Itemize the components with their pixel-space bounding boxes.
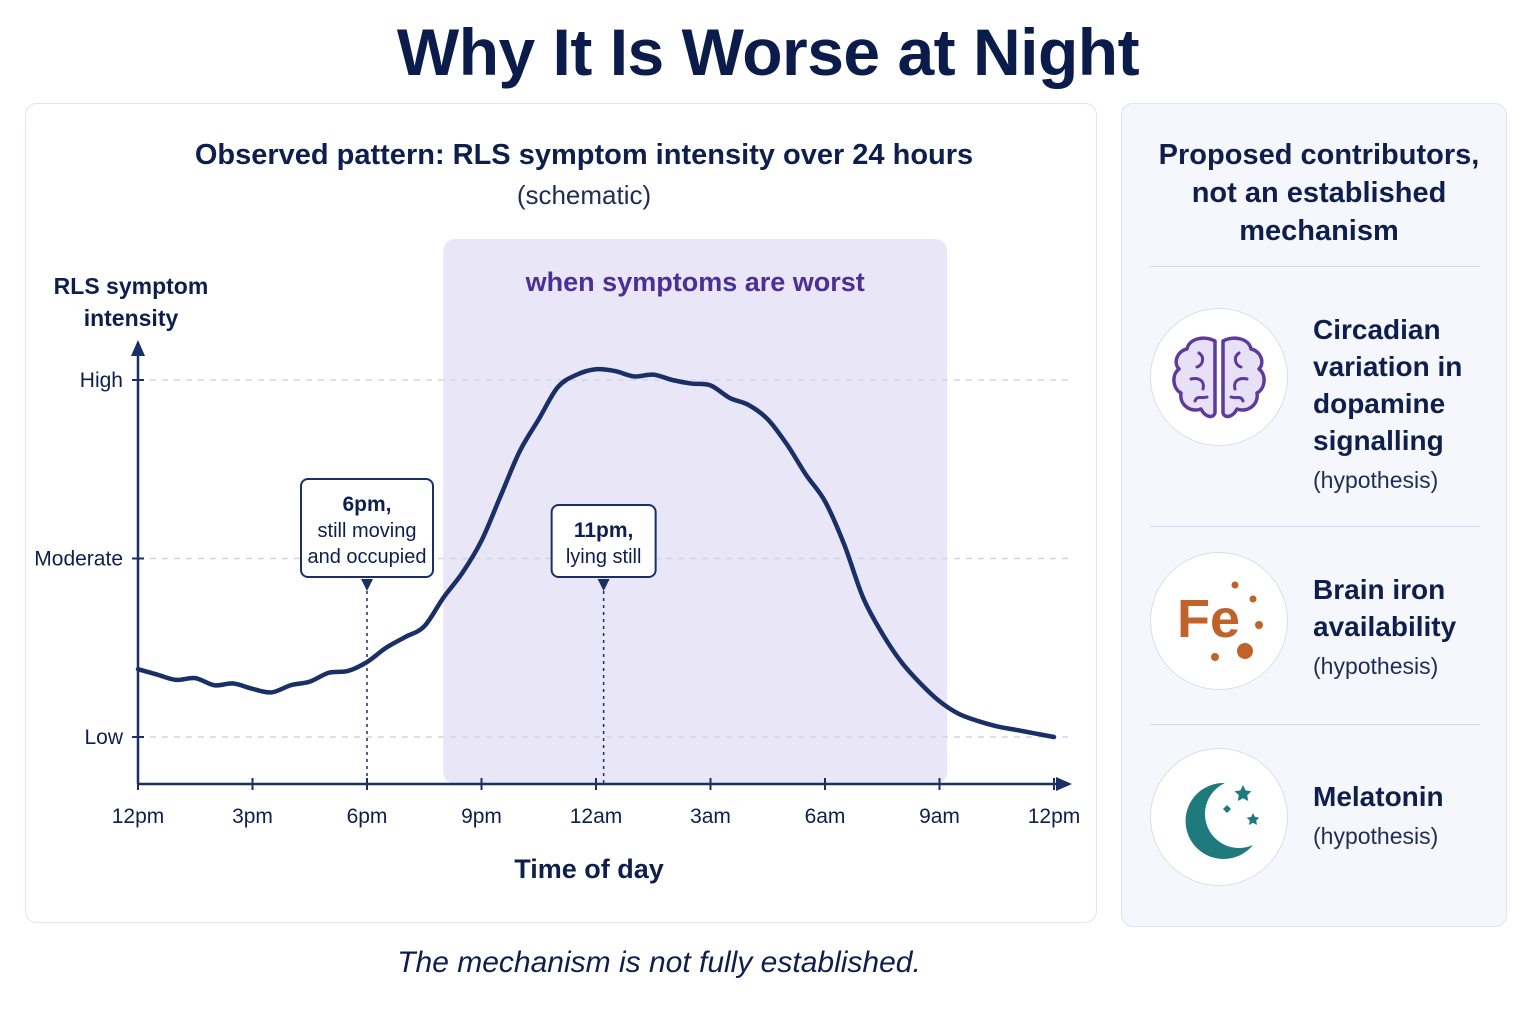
worst-symptoms-band: [443, 239, 948, 784]
y-level-label: Moderate: [34, 548, 123, 571]
annotation-box: [550, 504, 657, 578]
factor-name: Brain iron availability: [1313, 574, 1457, 642]
x-tick-label: 6pm: [347, 805, 388, 828]
divider: [1150, 526, 1480, 527]
contributors-heading: Proposed contributors, not an establishe…: [1158, 139, 1480, 247]
y-level-label: High: [80, 369, 123, 392]
annotation-pointer: [597, 579, 610, 591]
divider: [1150, 266, 1480, 267]
x-tick-label: 6am: [805, 805, 846, 828]
chart-title: Observed pattern: RLS symptom intensity …: [195, 139, 973, 171]
divider: [1150, 724, 1480, 725]
contributors-panel: Proposed contributors, not an establishe…: [1121, 103, 1507, 927]
x-tick-label: 12pm: [112, 805, 165, 828]
x-tick-label: 9pm: [461, 805, 502, 828]
annotation-text: 11pm,: [574, 519, 634, 542]
factor-melatonin: Melatonin (hypothesis): [1313, 778, 1493, 851]
x-tick-label: 3pm: [232, 805, 273, 828]
factor-name: Circadian variation in dopamine signalli…: [1313, 314, 1463, 456]
iron-icon-circle: Fe: [1150, 552, 1288, 690]
page-title: Why It Is Worse at Night: [396, 15, 1140, 89]
y-axis-label: intensity: [84, 305, 179, 331]
symptom-intensity-chart: Observed pattern: RLS symptom intensity …: [34, 139, 1081, 884]
x-tick-label: 3am: [690, 805, 731, 828]
footnote: The mechanism is not fully established.: [397, 946, 921, 979]
chart-subtitle: (schematic): [517, 180, 651, 210]
moon-icon-circle: [1150, 748, 1288, 886]
annotation-text: still moving: [318, 520, 417, 542]
chart-card: Observed pattern: RLS symptom intensity …: [25, 103, 1097, 923]
x-axis-arrow: [1056, 777, 1072, 791]
factor-note: (hypothesis): [1313, 823, 1439, 849]
annotation-pointer: [361, 579, 373, 591]
brain-icon-circle: [1150, 308, 1288, 446]
x-axis-label: Time of day: [514, 854, 664, 884]
factor-dopamine: Circadian variation in dopamine signalli…: [1313, 311, 1493, 495]
y-axis-label: RLS symptom: [54, 273, 209, 299]
annotation-box: [300, 478, 434, 578]
annotation-text: lying still: [566, 546, 642, 568]
factor-name: Melatonin: [1313, 781, 1444, 812]
worst-symptoms-label: when symptoms are worst: [525, 267, 865, 297]
y-axis-arrow: [131, 340, 145, 356]
annotation-text: 6pm,: [342, 493, 391, 516]
brain-icon: [1172, 336, 1266, 419]
x-tick-label: 12am: [570, 805, 623, 828]
x-tick-label: 9am: [919, 805, 960, 828]
factor-note: (hypothesis): [1313, 653, 1439, 679]
x-tick-label: 12pm: [1028, 805, 1081, 828]
y-level-label: Low: [84, 726, 123, 749]
factor-iron: Brain iron availability (hypothesis): [1313, 571, 1493, 681]
annotation-text: and occupied: [308, 546, 427, 568]
factor-note: (hypothesis): [1313, 467, 1439, 493]
symptom-intensity-line: [135, 366, 1057, 740]
iron-fe-icon: Fe: [1177, 581, 1263, 661]
crescent-moon-icon: [1185, 782, 1260, 859]
iron-symbol: Fe: [1177, 589, 1240, 649]
